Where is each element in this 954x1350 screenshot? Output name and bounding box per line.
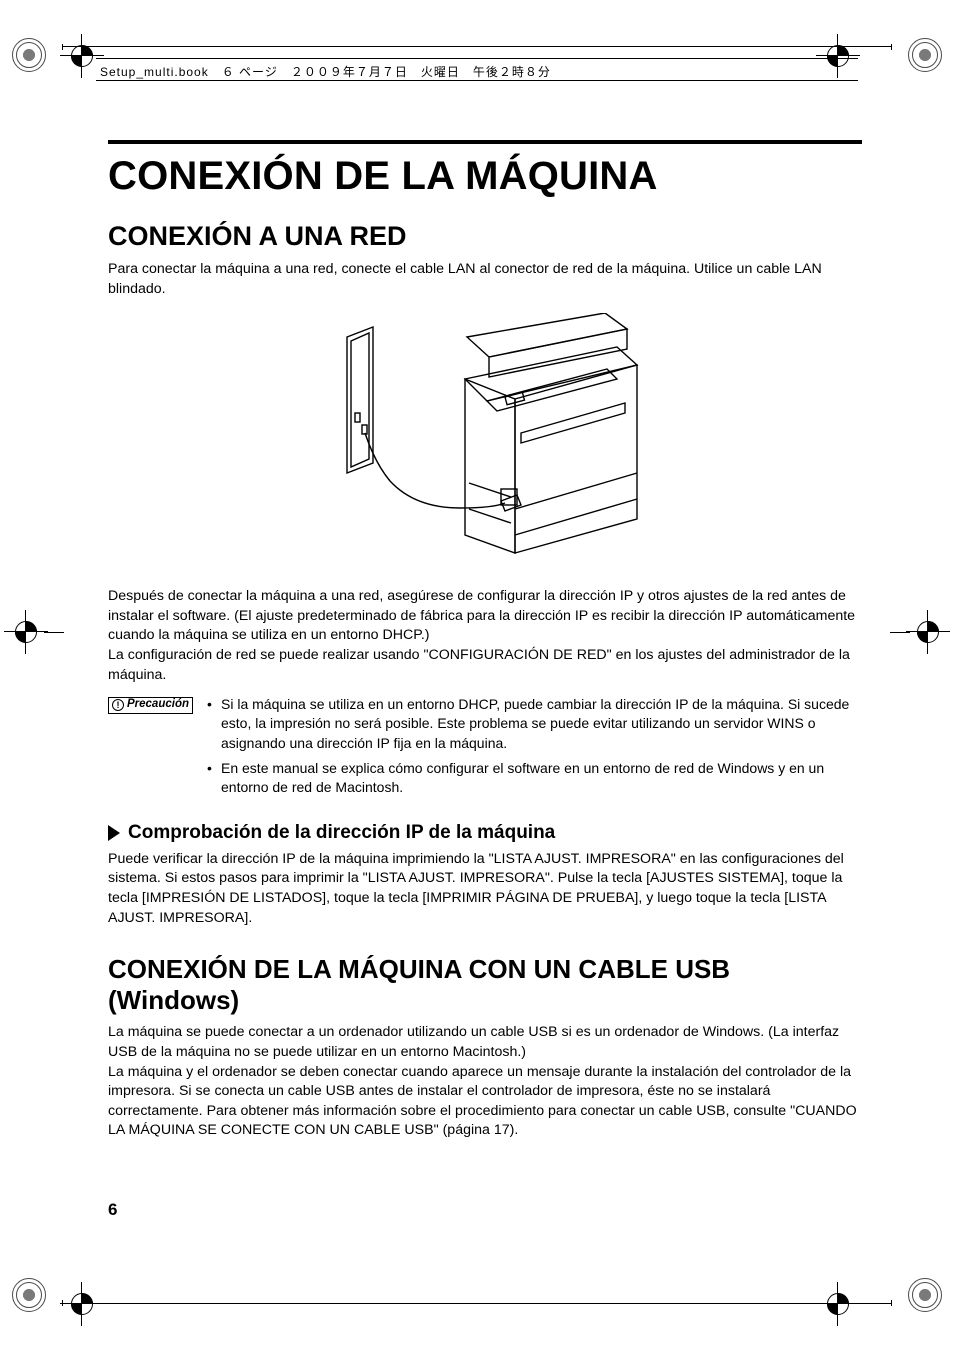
printer-lan-illustration (305, 313, 665, 573)
header-rule-bottom (96, 80, 858, 81)
page-title: CONEXIÓN DE LA MÁQUINA (108, 154, 862, 199)
registration-mark-bottom-left (12, 1278, 46, 1312)
triangle-marker-icon (108, 825, 120, 841)
subsection-heading-ip-text: Comprobación de la dirección IP de la má… (128, 822, 555, 844)
header-rule-top (96, 58, 858, 59)
page-number: 6 (108, 1200, 117, 1220)
caution-block: ! Precaución Si la máquina se utiliza en… (108, 695, 862, 804)
ip-check-body: Puede verificar la dirección IP de la má… (108, 850, 862, 928)
crop-line (891, 44, 892, 50)
registration-mark-bottom-right (908, 1278, 942, 1312)
title-rule (108, 140, 862, 144)
registration-mark-top-left (12, 38, 46, 72)
network-intro: Para conectar la máquina a una red, cone… (108, 260, 862, 299)
caution-item: En este manual se explica cómo configura… (207, 759, 862, 798)
section-heading-network: CONEXIÓN A UNA RED (108, 221, 862, 252)
caution-item: Si la máquina se utiliza en un entorno D… (207, 695, 862, 753)
crop-header-text: Setup_multi.book ６ ページ ２００９年７月７日 火曜日 午後２… (100, 63, 551, 80)
crosshair-icon (60, 34, 104, 78)
subsection-heading-ip: Comprobación de la dirección IP de la má… (108, 822, 862, 844)
crosshair-icon (906, 610, 950, 654)
caution-label: Precaución (127, 699, 189, 711)
registration-mark-top-right (908, 38, 942, 72)
page: Setup_multi.book ６ ページ ２００９年７月７日 火曜日 午後２… (0, 0, 954, 1350)
crop-line (62, 44, 63, 50)
crosshair-icon (60, 1282, 104, 1326)
crop-line (44, 632, 64, 633)
usb-body: La máquina se puede conectar a un ordena… (108, 1023, 862, 1141)
crosshair-icon (816, 1282, 860, 1326)
crop-line (890, 632, 910, 633)
crosshair-icon (4, 610, 48, 654)
crop-line (891, 1300, 892, 1306)
crop-line (62, 1300, 63, 1306)
caution-icon: ! (112, 699, 124, 711)
network-after-image: Después de conectar la máquina a una red… (108, 587, 862, 685)
crop-line (62, 1303, 892, 1304)
caution-badge: ! Precaución (108, 697, 193, 714)
caution-list: Si la máquina se utiliza en un entorno D… (207, 695, 862, 804)
crosshair-icon (816, 34, 860, 78)
section-heading-usb: CONEXIÓN DE LA MÁQUINA CON UN CABLE USB … (108, 954, 862, 1015)
crop-line (62, 46, 892, 47)
content-area: CONEXIÓN DE LA MÁQUINA CONEXIÓN A UNA RE… (108, 140, 862, 1151)
